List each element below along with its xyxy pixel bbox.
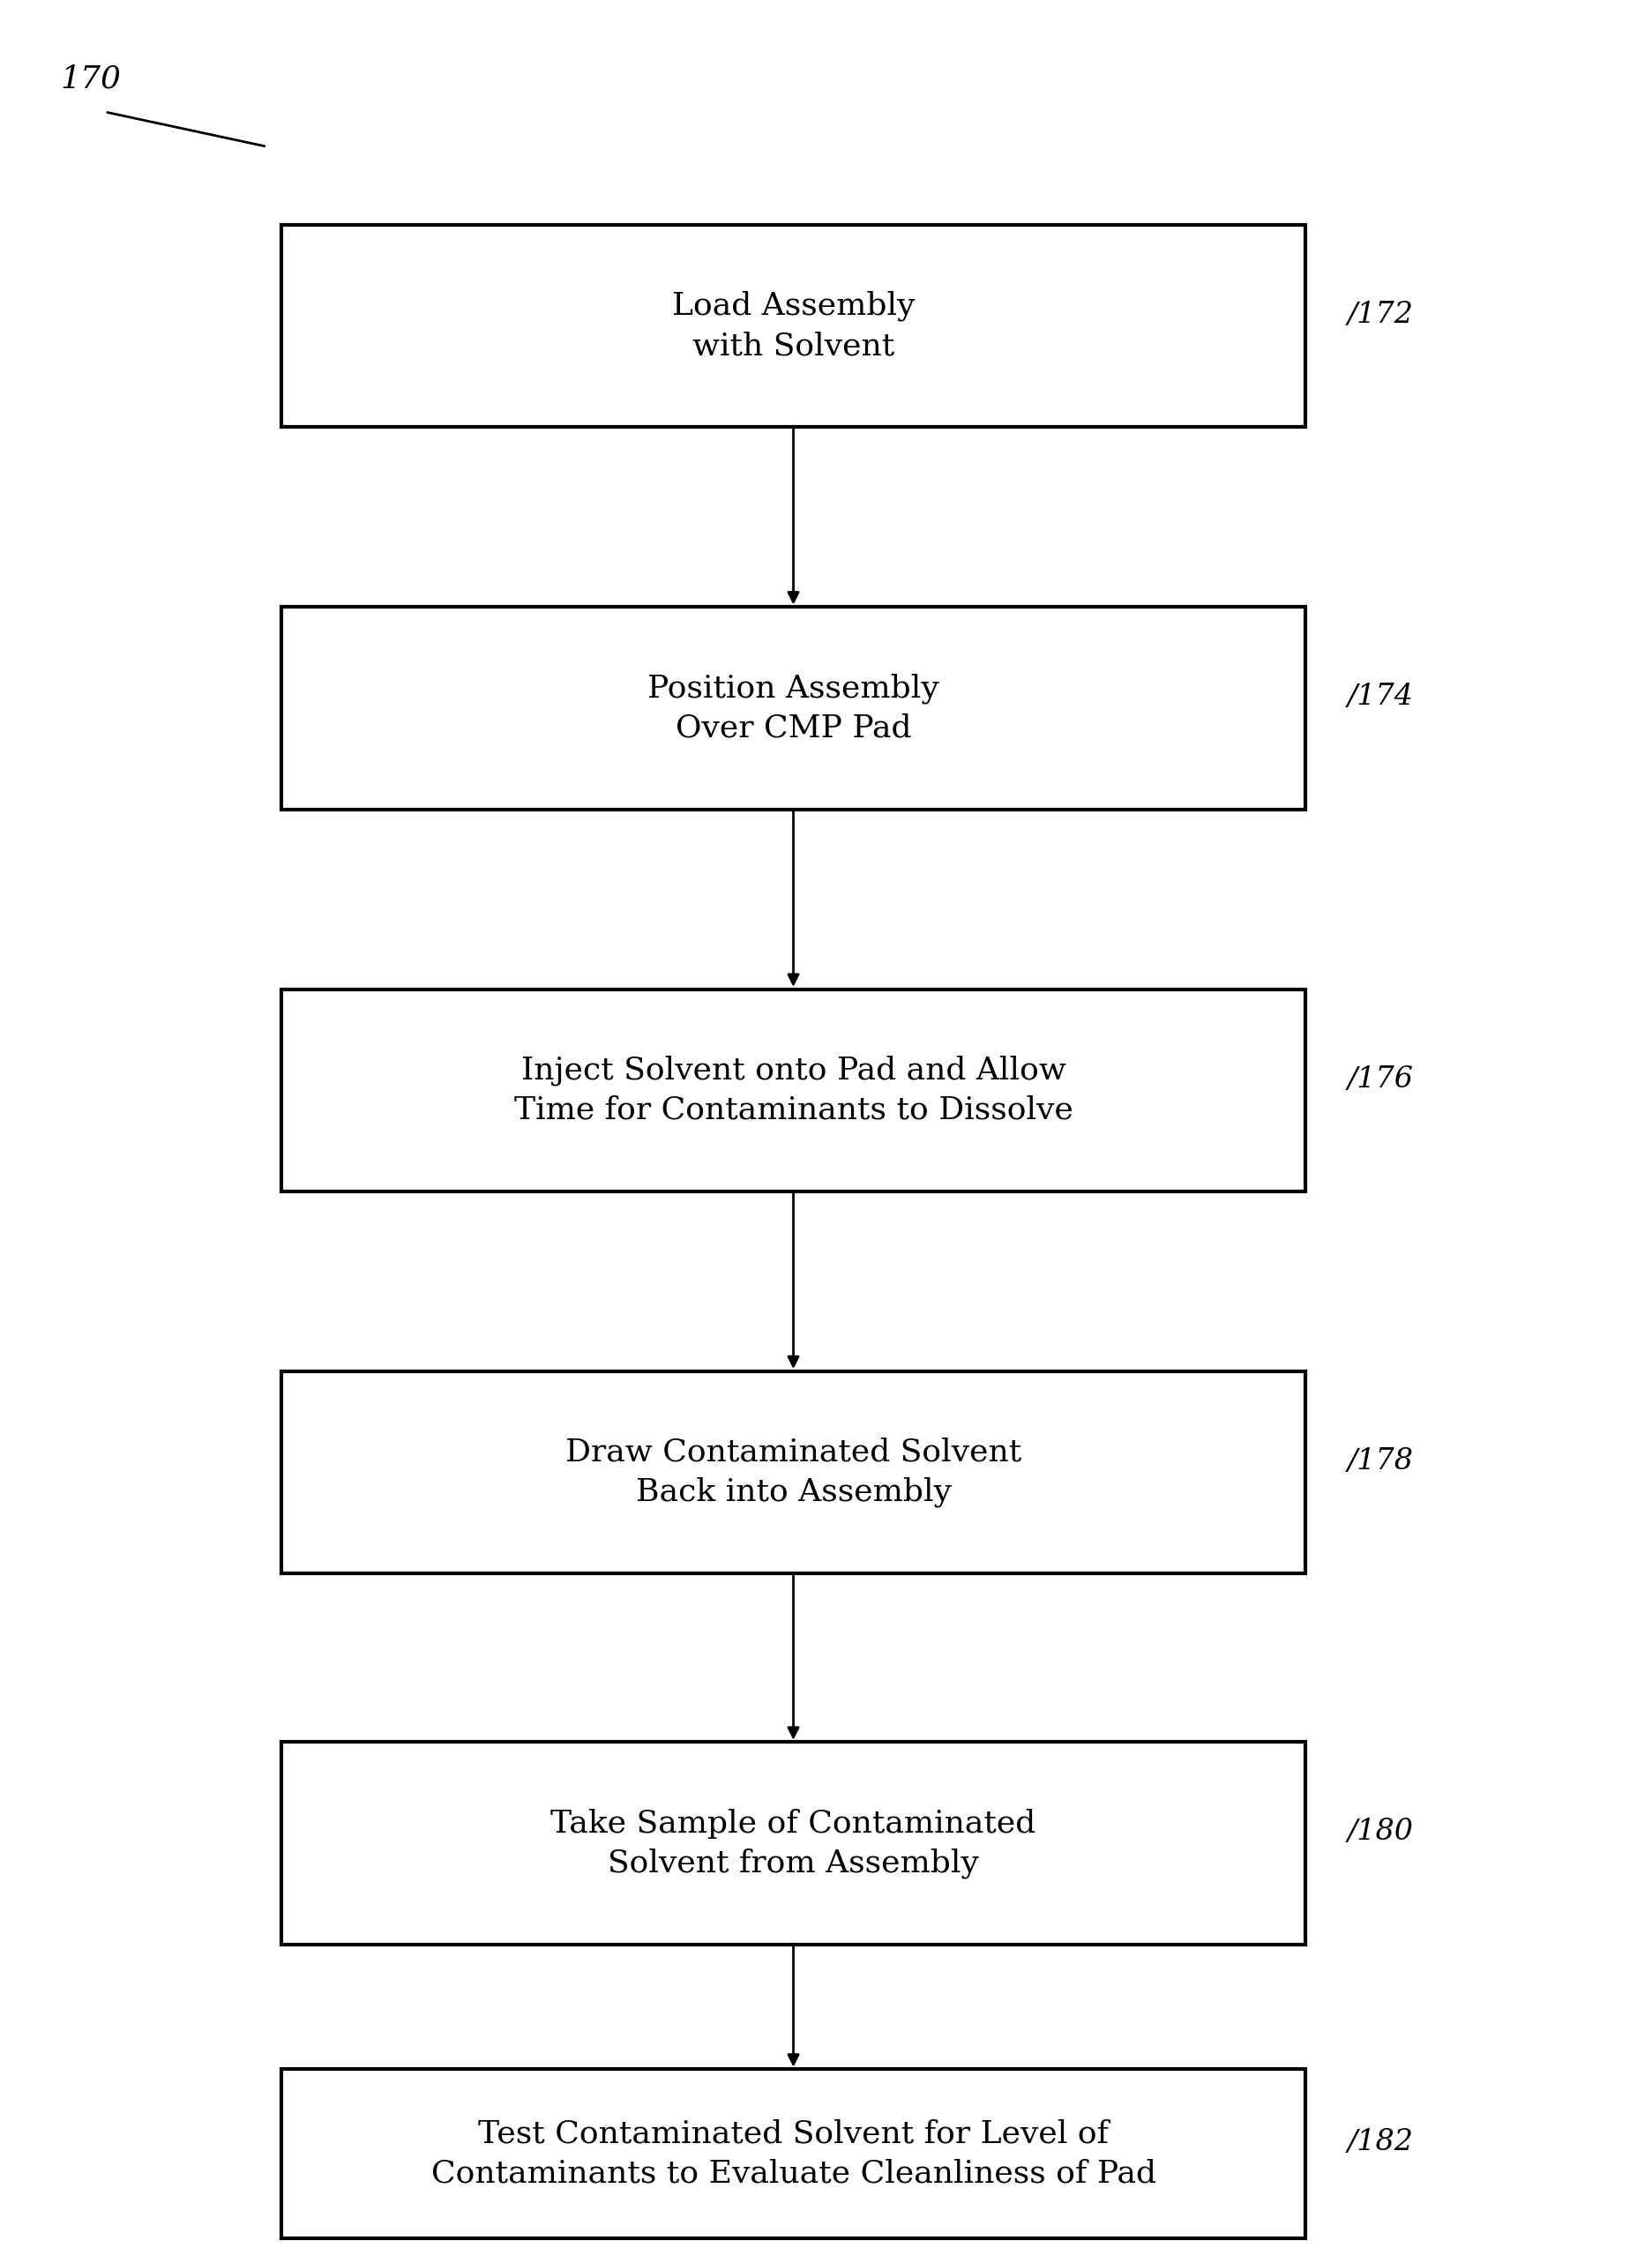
Text: ∕174: ∕174	[1346, 683, 1412, 710]
Text: Test Contaminated Solvent for Level of
Contaminants to Evaluate Cleanliness of P: Test Contaminated Solvent for Level of C…	[431, 2120, 1155, 2187]
Text: Load Assembly
with Solvent: Load Assembly with Solvent	[671, 290, 915, 362]
Text: ∕172: ∕172	[1346, 301, 1412, 328]
Bar	[281, 1742, 1305, 1945]
Bar	[281, 607, 1305, 809]
Text: Position Assembly
Over CMP Pad: Position Assembly Over CMP Pad	[648, 672, 938, 744]
Text: 170: 170	[61, 63, 121, 94]
Text: Draw Contaminated Solvent
Back into Assembly: Draw Contaminated Solvent Back into Asse…	[565, 1436, 1021, 1508]
Text: ∕182: ∕182	[1346, 2129, 1412, 2156]
Bar	[281, 989, 1305, 1191]
Bar	[281, 225, 1305, 427]
Text: ∕178: ∕178	[1346, 1448, 1412, 1475]
Text: ∕176: ∕176	[1346, 1066, 1412, 1093]
Text: Take Sample of Contaminated
Solvent from Assembly: Take Sample of Contaminated Solvent from…	[550, 1807, 1036, 1879]
Bar	[281, 1371, 1305, 1574]
Bar	[281, 2068, 1305, 2239]
Text: Inject Solvent onto Pad and Allow
Time for Contaminants to Dissolve: Inject Solvent onto Pad and Allow Time f…	[514, 1054, 1072, 1126]
Text: ∕180: ∕180	[1346, 1819, 1412, 1846]
